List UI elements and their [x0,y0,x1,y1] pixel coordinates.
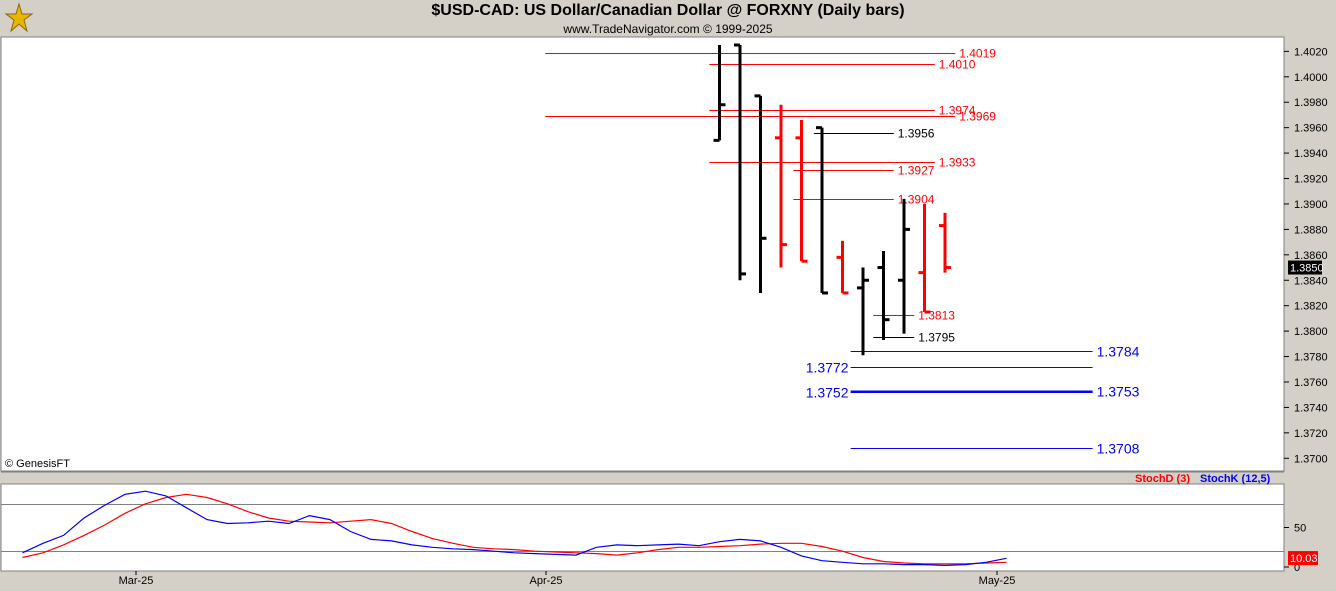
price-tick-label: 1.3860 [1294,250,1328,262]
level-label-1.4019: 1.4019 [959,47,996,61]
level-label-1.3904: 1.3904 [898,193,935,207]
level-label-1.3956: 1.3956 [898,127,935,141]
chart-subtitle: www.TradeNavigator.com © 1999-2025 [563,22,773,36]
level-label-1.3708: 1.3708 [1097,441,1140,457]
trade-navigator-logo-icon [4,2,34,33]
price-tick-label: 1.4020 [1294,46,1328,58]
last-price-box [1288,260,1322,275]
price-tick-label: 1.3960 [1294,123,1328,135]
price-tick-label: 1.4000 [1294,72,1328,84]
price-tick-label: 1.3700 [1294,453,1328,465]
osc-last-value-label: 10.03 [1290,553,1318,565]
level-label-1.3753: 1.3753 [1097,384,1140,400]
osc-series-StochK (12,5) [22,490,1007,567]
price-tick-label: 1.3940 [1294,148,1328,160]
price-tick-label: 1.3800 [1294,326,1328,338]
level-label-1.3795: 1.3795 [918,331,955,345]
price-tick-label: 1.3900 [1294,199,1328,211]
chart-title: $USD-CAD: US Dollar/Canadian Dollar @ FO… [431,2,905,19]
osc-last-value-box [1288,551,1318,566]
level-label-1.3927: 1.3927 [898,164,935,178]
price-tick-label: 1.3820 [1294,301,1328,313]
price-tick-label: 1.3740 [1294,402,1328,414]
price-tick-label: 1.3720 [1294,428,1328,440]
osc-series-StochD (3) [22,493,1007,565]
osc-tick-label: 50 [1294,523,1306,535]
price-tick-label: 1.3760 [1294,377,1328,389]
level-label-1.3784: 1.3784 [1097,344,1140,360]
x-tick-label: Mar-25 [119,575,154,587]
legend-stochd: StochD (3) [1135,473,1190,485]
oscillator-panel [0,483,1285,572]
level-label-1.3772: 1.3772 [806,360,849,376]
price-panel [0,36,1285,472]
level-label-1.3969: 1.3969 [959,110,996,124]
last-price-label: 1.3850 [1290,263,1324,275]
level-label-1.4010: 1.4010 [939,58,976,72]
vendor-label: © GenesisFT [5,458,70,470]
level-label-1.3752: 1.3752 [806,385,849,401]
level-label-1.3974: 1.3974 [939,104,976,118]
x-tick-label: Apr-25 [529,575,562,587]
price-tick-label: 1.3880 [1294,224,1328,236]
price-tick-label: 1.3780 [1294,352,1328,364]
osc-tick-label: 0 [1294,562,1300,574]
price-tick-label: 1.3920 [1294,174,1328,186]
x-tick-label: May-25 [979,575,1016,587]
price-tick-label: 1.3840 [1294,275,1328,287]
price-tick-label: 1.3980 [1294,97,1328,109]
level-label-1.3933: 1.3933 [939,156,976,170]
legend-stochk: StochK (12,5) [1200,473,1271,485]
